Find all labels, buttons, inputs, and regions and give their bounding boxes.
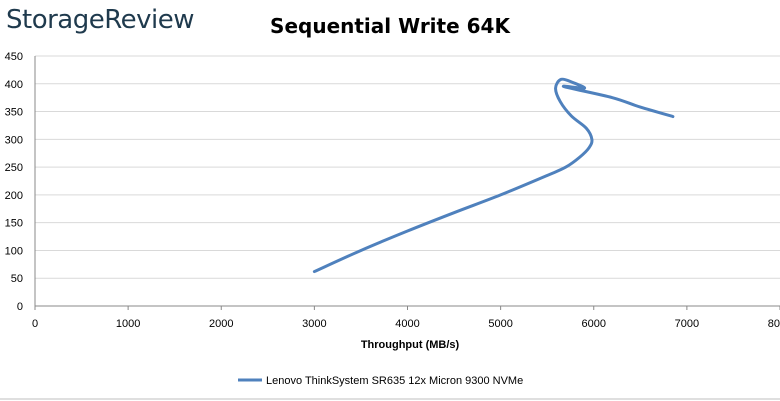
- x-tick-label: 8000: [768, 318, 780, 330]
- x-tick-label: 2000: [209, 318, 233, 330]
- x-tick-label: 5000: [488, 318, 512, 330]
- axes: [34, 56, 780, 310]
- legend: Lenovo ThinkSystem SR635 12x Micron 9300…: [238, 375, 523, 387]
- x-tick-labels: 0 1000 2000 3000 4000 5000 6000 7000 8000: [32, 318, 780, 330]
- y-tick-label: 0: [17, 301, 23, 313]
- y-tick-label: 300: [5, 134, 23, 146]
- y-tick-label: 100: [5, 245, 23, 257]
- x-tick-label: 6000: [582, 318, 606, 330]
- y-tick-labels: 0 50 100 150 200 250 300 350 400 450: [5, 51, 23, 313]
- y-tick-label: 50: [11, 273, 23, 285]
- gridlines: [35, 55, 780, 279]
- y-tick-label: 450: [5, 51, 23, 63]
- x-tick-label: 3000: [302, 318, 326, 330]
- y-tick-label: 200: [5, 190, 23, 202]
- series-line: [312, 77, 675, 274]
- x-axis-label: Throughput (MB/s): [361, 339, 460, 351]
- x-tick-label: 1000: [116, 318, 140, 330]
- y-tick-label: 250: [5, 162, 23, 174]
- storagereview-logo: StorageReview: [6, 5, 194, 35]
- chart-title: Sequential Write 64K: [270, 14, 511, 38]
- y-tick-label: 150: [5, 218, 23, 230]
- y-tick-label: 350: [5, 107, 23, 119]
- x-tick-label: 0: [32, 318, 38, 330]
- x-tick-label: 7000: [675, 318, 699, 330]
- y-tick-label: 400: [5, 79, 23, 91]
- legend-label: Lenovo ThinkSystem SR635 12x Micron 9300…: [266, 375, 523, 387]
- x-tick-label: 4000: [395, 318, 419, 330]
- series-lines: [312, 77, 675, 274]
